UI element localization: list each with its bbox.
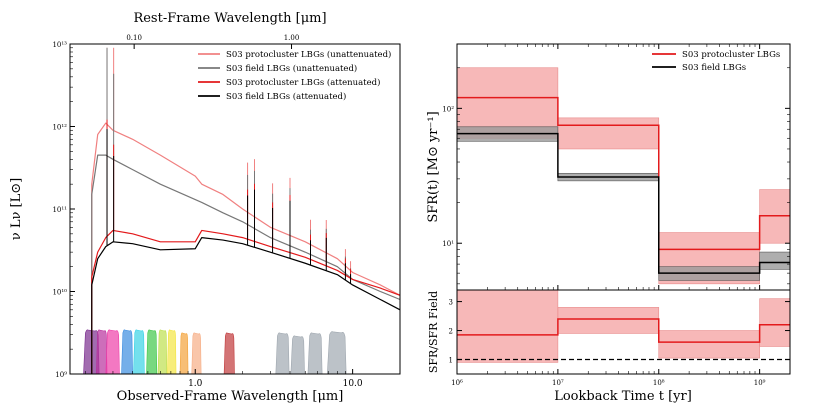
sed-series-line-3 [91, 237, 401, 374]
filter-curve-14 [326, 331, 347, 375]
sed-series [91, 47, 401, 374]
ratio-xtick-label-1: 10⁷ [552, 379, 564, 387]
sed-legend: S03 protocluster LBGs (unattenuated) S03 … [198, 49, 391, 102]
filter-curve-4 [133, 329, 145, 375]
sed-top-xlabel: Rest-Frame Wavelength [μm] [133, 11, 326, 26]
sfh-bands [456, 67, 791, 285]
sed-legend-label-0: S03 protocluster LBGs (unattenuated) [226, 49, 391, 60]
filter-curve-7 [167, 329, 177, 375]
sfh-panel: 10¹ 10² SFR(t) [M⊙ yr⁻¹] S03 protocluster… [426, 43, 791, 404]
filter-curve-6 [157, 329, 168, 375]
ratio-band-0 [456, 289, 559, 363]
sed-top-tick-label-1: 1.00 [284, 34, 300, 42]
sed-xtick-label-1: 10.0 [343, 379, 363, 389]
filter-curve-13 [307, 332, 323, 375]
sed-ytick-label-0: 10⁹ [55, 371, 67, 379]
filter-curve-1 [95, 329, 108, 375]
ratio-step-line [457, 318, 790, 343]
ratio-xtick-label-3: 10⁹ [754, 379, 766, 387]
sed-xtick-label-0: 1.0 [188, 379, 203, 389]
filter-curve-2 [105, 329, 120, 375]
filter-curve-12 [290, 335, 305, 375]
sed-ytick-label-3: 10¹² [52, 124, 67, 132]
ratio-ytick-label-0: 1 [449, 357, 453, 365]
sfh-ylabel: SFR(t) [M⊙ yr⁻¹] [426, 111, 441, 222]
sed-ytick-label-4: 10¹³ [52, 41, 67, 49]
ratio-ylabel: SFR/SFR Field [427, 291, 440, 373]
ratio-ytick-label-2: 3 [449, 299, 453, 307]
sed-top-ticks: 0.10 1.00 [126, 34, 299, 49]
ratio-bands [456, 289, 791, 363]
sed-xlabel: Observed-Frame Wavelength [μm] [117, 389, 344, 404]
ratio-xtick-label-0: 10⁶ [451, 379, 463, 387]
ratio-plot-frame [456, 289, 791, 375]
sfh-band-1-3 [759, 251, 791, 270]
sed-top-tick-label-0: 0.10 [126, 34, 142, 42]
filter-curve-10 [223, 332, 235, 375]
sed-filters [83, 329, 347, 375]
sed-ylabel: ν Lν [L⊙] [9, 178, 24, 240]
filter-curve-3 [121, 329, 133, 375]
sfh-legend: S03 protocluster LBGs S03 field LBGs [652, 50, 780, 73]
ratio-band-2 [658, 330, 760, 359]
filter-curve-5 [146, 329, 158, 375]
sed-ytick-label-2: 10¹¹ [52, 206, 67, 214]
sed-ytick-label-1: 10¹⁰ [52, 289, 67, 297]
ratio-axes: 1 2 3 10⁶ 10⁷ 10⁸ 10⁹ [449, 299, 791, 387]
sed-series-line-1 [91, 154, 401, 374]
sed-series-line-0 [91, 122, 401, 374]
sfh-ytick-label-2: 10² [442, 105, 454, 113]
ratio-band-3 [759, 298, 791, 347]
sed-legend-label-3: S03 field LBGs (attenuated) [226, 91, 346, 102]
sed-plot-frame [69, 43, 401, 375]
sfh-ytick-label-1: 10¹ [442, 240, 454, 248]
filter-curve-11 [275, 332, 290, 375]
filter-curve-9 [191, 332, 202, 375]
sfh-xlabel: Lookback Time t [yr] [554, 389, 692, 404]
sed-legend-label-1: S03 field LBGs (unattenuated) [226, 63, 357, 74]
ratio-band-1 [557, 307, 660, 334]
sfh-band-0-1 [557, 117, 660, 150]
filter-curve-8 [179, 332, 189, 375]
sfh-step-line-1 [457, 132, 790, 274]
sfh-legend-label-1: S03 field LBGs [682, 63, 746, 73]
ratio-xtick-label-2: 10⁸ [653, 379, 665, 387]
sfh-legend-label-0: S03 protocluster LBGs [682, 50, 780, 60]
sed-series-line-2 [91, 229, 401, 374]
ratio-ytick-label-1: 2 [449, 328, 453, 336]
sed-panel: Rest-Frame Wavelength [μm] 0.10 1.00 10⁹ 1… [9, 11, 401, 404]
sed-legend-label-2: S03 protocluster LBGs (attenuated) [226, 77, 380, 88]
